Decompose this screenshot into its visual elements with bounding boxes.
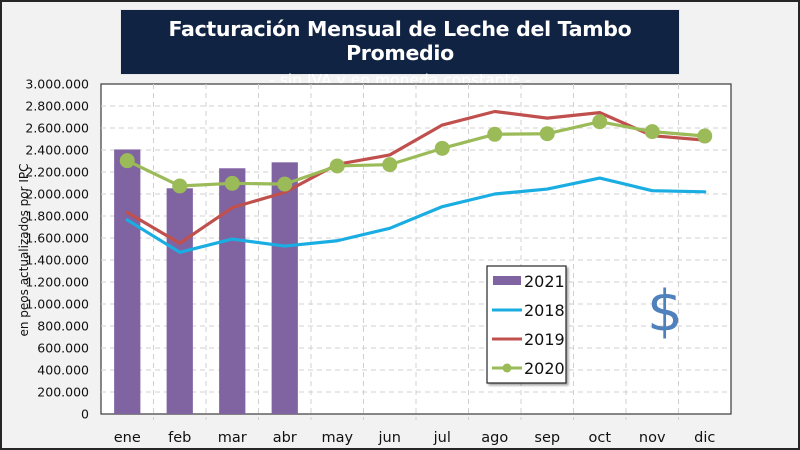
x-axis-ticks: ene feb mar abr may jun jul ago sep oct nov dic [114,430,716,446]
y-tick-label: 600.000 [37,341,89,356]
bar-2021-abr [271,162,298,414]
chart-title: Facturación Mensual de Leche del Tambo P… [168,17,632,65]
bar-2021-ene [114,149,141,414]
point-2020-mar [224,175,240,191]
x-tick-label: abr [273,430,297,446]
x-tick-label: ene [114,430,141,446]
point-2020-ene [119,153,135,169]
point-2020-sep [539,126,555,142]
y-tick-label: 2.000.000 [25,187,89,202]
y-tick-label: 1.600.000 [25,231,89,246]
legend-label-2018: 2018 [524,301,565,320]
y-tick-label: 1.400.000 [25,253,89,268]
y-tick-label: 2.400.000 [25,143,89,158]
y-tick-label: 3.000.000 [25,77,89,92]
x-tick-label: feb [168,430,191,446]
x-tick-label: may [321,430,353,446]
legend-label-2021: 2021 [524,272,565,291]
line-2020 [125,120,707,188]
legend-swatch-2021 [493,276,521,285]
y-tick-label: 1.000.000 [25,297,89,312]
point-2020-jul [434,140,450,156]
bar-series [114,149,298,414]
point-2020-oct [592,114,608,130]
y-tick-label: 2.200.000 [25,165,89,180]
y-tick-label: 2.800.000 [25,99,89,114]
point-2020-may [329,158,345,174]
x-tick-label: nov [639,430,666,446]
legend-marker-2020 [502,363,512,373]
dollar-sign-icon: $ [647,279,683,344]
legend: 2021 2018 2019 2020 [486,265,567,384]
point-2020-ago [487,126,503,142]
y-axis-label: en peos actualizados por IPC [17,163,31,336]
line-series [119,109,713,254]
x-tick-label: jun [378,430,401,446]
point-2020-jun [382,157,398,173]
point-2020-abr [277,176,293,192]
x-tick-label: jul [433,430,451,446]
x-tick-label: mar [218,430,247,446]
y-tick-label: 1.200.000 [25,275,89,290]
line-2019 [125,109,707,245]
x-tick-label: dic [694,430,715,446]
point-2020-nov [644,124,660,140]
point-2020-feb [172,178,188,194]
point-2020-dic [697,128,713,144]
y-tick-label: 2.600.000 [25,121,89,136]
legend-box [486,265,567,384]
legend-label-2020: 2020 [524,359,565,378]
line-2018 [125,176,707,254]
x-tick-label: sep [534,430,560,446]
legend-label-2019: 2019 [524,330,565,349]
bar-2021-feb [166,188,193,414]
y-axis-ticks: 0 200.000 400.000 600.000 800.000 1.000.000 1.… [25,77,89,422]
title-box: Facturación Mensual de Leche del Tambo P… [120,9,680,89]
y-tick-label: 200.000 [37,385,89,400]
y-tick-label: 400.000 [37,363,89,378]
x-tick-label: oct [588,430,611,446]
x-tick-label: ago [481,430,508,446]
y-tick-label: 0 [81,407,89,422]
y-tick-label: 1.800.000 [25,209,89,224]
y-tick-label: 800.000 [37,319,89,334]
